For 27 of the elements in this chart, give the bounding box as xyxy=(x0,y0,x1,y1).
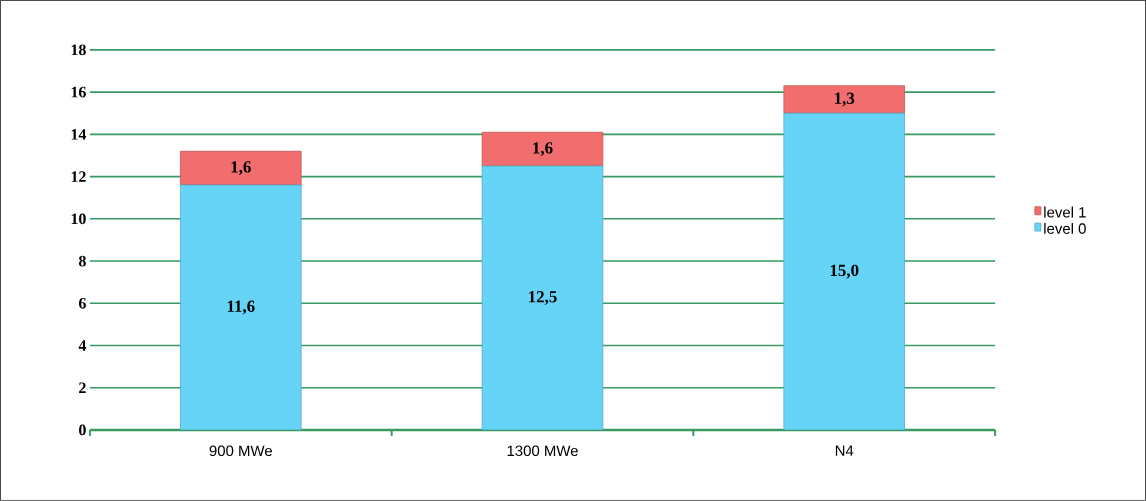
y-tick-label: 10 xyxy=(71,213,86,225)
data-label: 11,6 xyxy=(227,300,255,315)
x-tick-label: N4 xyxy=(835,445,854,456)
x-tick-label: 900 MWe xyxy=(209,445,272,457)
y-tick-label: 16 xyxy=(71,86,86,98)
legend-label: level 0 xyxy=(1044,222,1086,234)
y-tick-label: 6 xyxy=(78,297,86,309)
bar xyxy=(180,150,302,186)
legend-label: level 1 xyxy=(1044,206,1086,218)
x-tick-label: 1300 MWe xyxy=(507,445,578,457)
data-label: 15,0 xyxy=(830,264,859,279)
data-label: 1,3 xyxy=(835,92,855,107)
y-tick-label: 4 xyxy=(78,340,87,351)
data-label: 1,6 xyxy=(231,161,251,176)
y-tick-label: 0 xyxy=(79,424,86,436)
y-tick-label: 8 xyxy=(78,255,86,267)
bar xyxy=(180,184,302,431)
y-tick-label: 12 xyxy=(71,171,86,182)
bar xyxy=(481,131,604,167)
y-tick-label: 18 xyxy=(71,44,86,56)
bar xyxy=(783,112,905,431)
bar xyxy=(783,85,905,114)
y-tick-label: 14 xyxy=(71,129,87,140)
data-label: 12,5 xyxy=(529,291,557,305)
data-label: 1,6 xyxy=(533,142,553,157)
y-tick-label: 2 xyxy=(79,382,86,394)
bar xyxy=(481,165,604,431)
